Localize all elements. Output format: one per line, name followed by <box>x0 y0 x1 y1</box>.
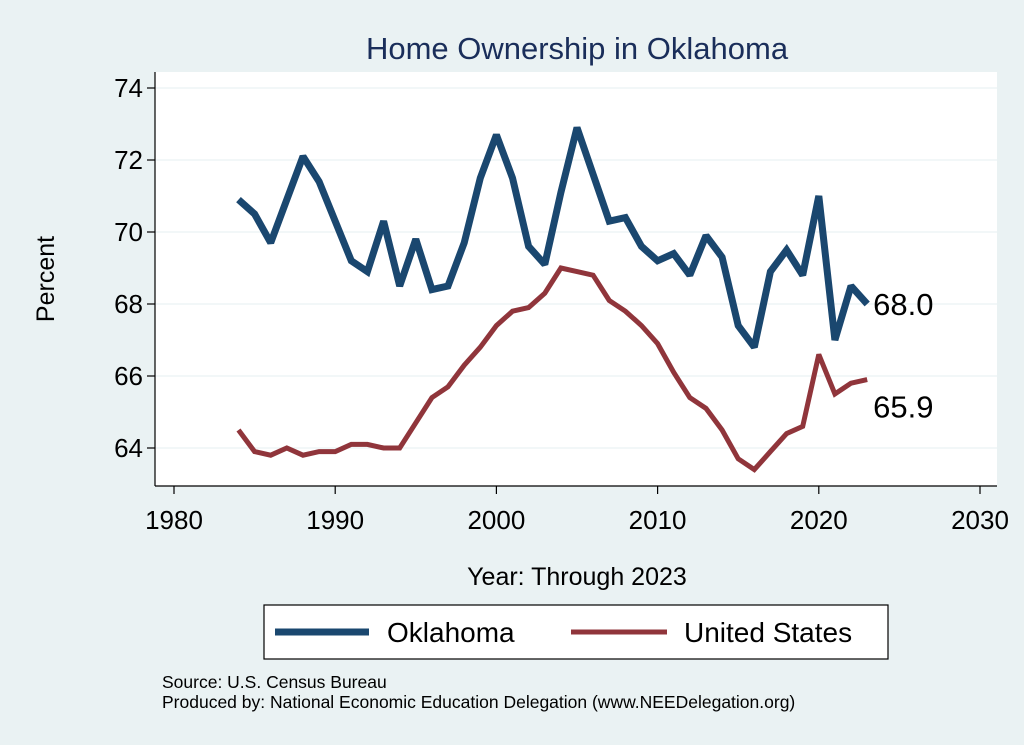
series-line-oklahoma <box>236 126 870 350</box>
x-axis-ticks: 1980 1990 2000 2010 2020 2030 <box>145 486 1009 535</box>
chart-title: Home Ownership in Oklahoma <box>366 31 789 66</box>
series-lines <box>236 126 870 473</box>
source-note: Source: U.S. Census Bureau <box>162 672 387 692</box>
y-tick-label-74: 74 <box>114 73 143 103</box>
x-tick-label-1990: 1990 <box>306 505 364 535</box>
gridlines <box>155 87 997 449</box>
end-label-oklahoma: 68.0 <box>873 287 933 322</box>
y-axis-label: Percent <box>32 236 60 322</box>
series-line-united-states <box>236 265 868 473</box>
y-axis-ticks: 64 66 68 70 72 74 <box>114 73 155 463</box>
y-tick-label-64: 64 <box>114 433 143 463</box>
legend-label-united-states: United States <box>684 617 852 648</box>
end-labels: 68.0 65.9 <box>873 287 933 425</box>
x-tick-label-2020: 2020 <box>790 505 848 535</box>
end-label-united-states: 65.9 <box>873 390 933 425</box>
x-axis-label: Year: Through 2023 <box>467 563 687 591</box>
y-tick-label-70: 70 <box>114 217 143 247</box>
axes <box>154 72 997 487</box>
x-tick-label-1980: 1980 <box>145 505 203 535</box>
producer-note: Produced by: National Economic Education… <box>162 692 796 712</box>
y-tick-label-72: 72 <box>114 145 143 175</box>
legend: Oklahoma United States <box>263 604 889 660</box>
y-tick-label-66: 66 <box>114 361 143 391</box>
legend-label-oklahoma: Oklahoma <box>387 617 515 648</box>
x-tick-label-2010: 2010 <box>629 505 687 535</box>
x-tick-label-2000: 2000 <box>467 505 525 535</box>
y-tick-label-68: 68 <box>114 289 143 319</box>
x-tick-label-2030: 2030 <box>951 505 1009 535</box>
